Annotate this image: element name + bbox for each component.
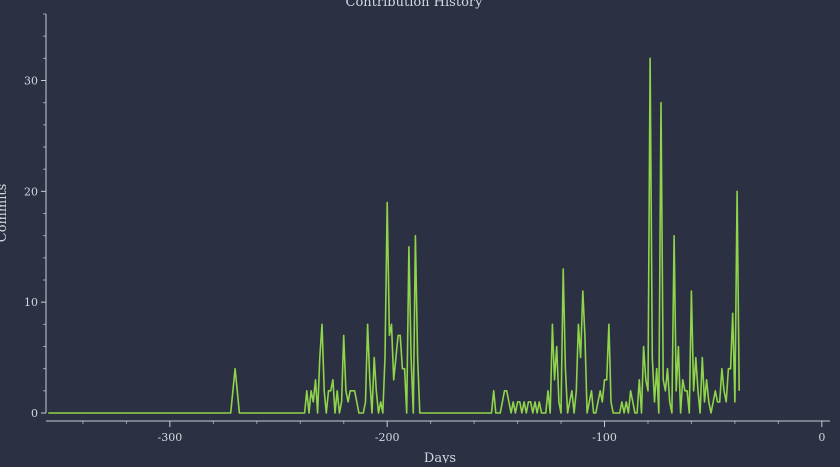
x-tick-label: -300 (158, 431, 183, 444)
axis-ticks: 0 10 20 30 -300 -200 -100 0 (24, 13, 825, 444)
y-tick-label: 30 (24, 75, 38, 88)
y-tick-label: 0 (31, 407, 38, 420)
x-tick-label: 0 (818, 431, 825, 444)
x-tick-label: -200 (375, 431, 400, 444)
y-tick-label: 20 (24, 185, 38, 198)
y-tick-label: 10 (24, 296, 38, 309)
chart-title: Contribution History (346, 0, 484, 10)
x-axis-label: Days (424, 451, 456, 463)
x-tick-label: -100 (592, 431, 617, 444)
y-axis-label: Commits (0, 184, 10, 242)
series-line (48, 57, 740, 414)
